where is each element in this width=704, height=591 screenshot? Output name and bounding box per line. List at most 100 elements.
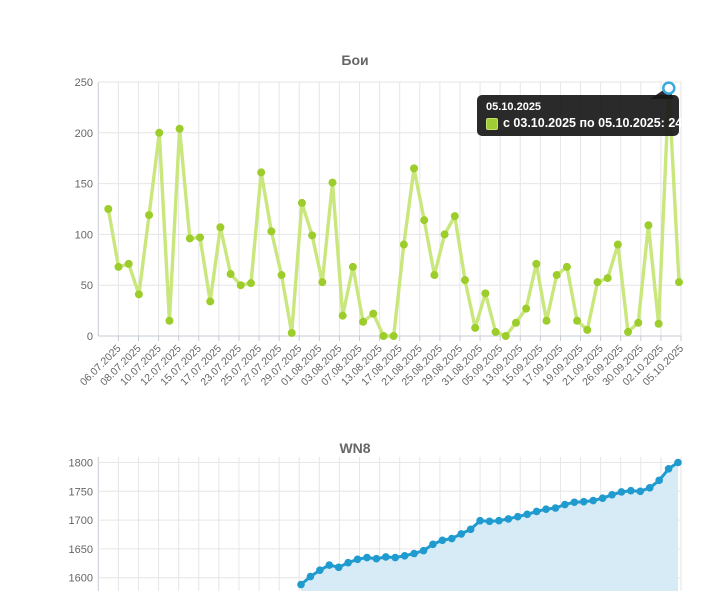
data-point-marker[interactable] — [363, 553, 371, 562]
data-point-marker[interactable] — [561, 500, 569, 509]
data-point-marker[interactable] — [674, 458, 682, 467]
data-point-marker[interactable] — [522, 304, 531, 313]
data-point-marker[interactable] — [316, 566, 324, 575]
data-point-marker[interactable] — [624, 327, 633, 336]
data-point-marker[interactable] — [104, 205, 113, 213]
data-point-marker[interactable] — [185, 234, 194, 243]
data-point-marker[interactable] — [216, 223, 225, 232]
data-point-marker[interactable] — [491, 327, 500, 336]
data-point-marker[interactable] — [297, 198, 306, 207]
data-point-marker[interactable] — [287, 328, 296, 337]
data-point-marker[interactable] — [134, 290, 143, 299]
data-point-marker[interactable] — [344, 558, 352, 567]
hovered-data-point-marker[interactable] — [662, 81, 676, 95]
data-point-marker[interactable] — [420, 216, 429, 225]
data-point-marker[interactable] — [457, 530, 466, 538]
data-point-marker[interactable] — [226, 270, 235, 279]
data-point-marker[interactable] — [598, 494, 607, 503]
data-point-marker[interactable] — [551, 504, 560, 512]
data-point-marker[interactable] — [570, 498, 579, 507]
data-point-marker[interactable] — [552, 271, 561, 280]
data-point-marker[interactable] — [513, 512, 522, 521]
data-point-marker[interactable] — [466, 525, 475, 534]
data-point-marker[interactable] — [277, 271, 286, 280]
data-point-marker[interactable] — [603, 274, 612, 283]
data-point-marker[interactable] — [608, 490, 616, 499]
data-point-marker[interactable] — [257, 168, 266, 177]
data-point-marker[interactable] — [379, 332, 388, 340]
data-point-marker[interactable] — [267, 227, 276, 236]
data-point-marker[interactable] — [532, 259, 541, 268]
data-point-marker[interactable] — [645, 484, 654, 492]
data-point-marker[interactable] — [654, 319, 663, 328]
data-point-marker[interactable] — [369, 309, 378, 318]
data-point-marker[interactable] — [589, 496, 597, 505]
data-point-marker[interactable] — [495, 516, 503, 525]
data-point-marker[interactable] — [359, 317, 368, 326]
wn8-chart-plot[interactable]: 1600 1650 1700 1750 1800 — [0, 430, 704, 591]
data-point-marker[interactable] — [593, 278, 602, 287]
data-point-marker[interactable] — [438, 536, 447, 545]
data-point-marker[interactable] — [450, 212, 459, 221]
data-point-marker[interactable] — [348, 262, 357, 271]
battles-chart-plot[interactable]: 06.07.202508.07.202510.07.202512.07.2025… — [0, 0, 704, 430]
data-point-marker[interactable] — [318, 278, 327, 287]
data-point-marker[interactable] — [246, 279, 255, 288]
data-point-marker[interactable] — [627, 486, 635, 495]
data-point-marker[interactable] — [306, 572, 315, 581]
data-point-marker[interactable] — [613, 240, 622, 249]
data-point-marker[interactable] — [145, 211, 154, 220]
data-point-marker[interactable] — [196, 233, 205, 242]
data-point-marker[interactable] — [542, 505, 550, 513]
data-point-marker[interactable] — [124, 259, 133, 268]
data-point-marker[interactable] — [165, 316, 174, 325]
data-point-marker[interactable] — [440, 230, 449, 239]
data-point-marker[interactable] — [114, 262, 123, 271]
data-point-marker[interactable] — [206, 297, 215, 306]
data-point-marker[interactable] — [328, 178, 337, 187]
data-point-marker[interactable] — [573, 316, 582, 325]
data-point-marker[interactable] — [675, 278, 683, 287]
data-point-marker[interactable] — [485, 517, 494, 526]
data-point-marker[interactable] — [448, 534, 456, 543]
data-point-marker[interactable] — [400, 552, 409, 560]
data-point-marker[interactable] — [391, 553, 400, 562]
data-point-marker[interactable] — [664, 465, 673, 473]
data-point-marker[interactable] — [410, 549, 418, 558]
data-point-marker[interactable] — [617, 488, 626, 496]
data-point-marker[interactable] — [419, 546, 428, 555]
data-point-marker[interactable] — [542, 316, 551, 325]
data-point-marker[interactable] — [511, 318, 520, 327]
data-point-marker[interactable] — [338, 311, 347, 320]
data-point-marker[interactable] — [501, 332, 510, 340]
data-point-marker[interactable] — [308, 231, 317, 240]
data-point-marker[interactable] — [353, 555, 362, 564]
data-point-marker[interactable] — [644, 221, 653, 230]
data-point-marker[interactable] — [399, 240, 408, 249]
data-point-marker[interactable] — [504, 515, 513, 523]
data-point-marker[interactable] — [532, 507, 541, 516]
data-point-marker[interactable] — [410, 164, 419, 173]
data-point-marker[interactable] — [523, 510, 531, 519]
data-point-marker[interactable] — [430, 271, 439, 280]
data-point-marker[interactable] — [325, 561, 334, 569]
data-point-marker[interactable] — [471, 323, 480, 332]
data-point-marker[interactable] — [389, 332, 398, 340]
data-point-marker[interactable] — [579, 497, 588, 506]
data-point-marker[interactable] — [155, 128, 164, 137]
data-point-marker[interactable] — [460, 276, 469, 285]
data-point-marker[interactable] — [297, 580, 305, 589]
data-point-marker[interactable] — [476, 516, 484, 525]
data-point-marker[interactable] — [334, 563, 343, 572]
data-point-marker[interactable] — [382, 553, 390, 561]
data-point-marker[interactable] — [429, 540, 437, 549]
data-point-marker[interactable] — [583, 325, 592, 334]
data-point-marker[interactable] — [636, 487, 645, 496]
data-point-marker[interactable] — [372, 554, 381, 563]
data-point-marker[interactable] — [655, 476, 663, 485]
data-point-marker[interactable] — [236, 281, 245, 290]
data-point-marker[interactable] — [634, 318, 643, 327]
data-point-marker[interactable] — [481, 289, 490, 298]
data-point-marker[interactable] — [175, 124, 184, 133]
data-point-marker[interactable] — [562, 262, 571, 271]
